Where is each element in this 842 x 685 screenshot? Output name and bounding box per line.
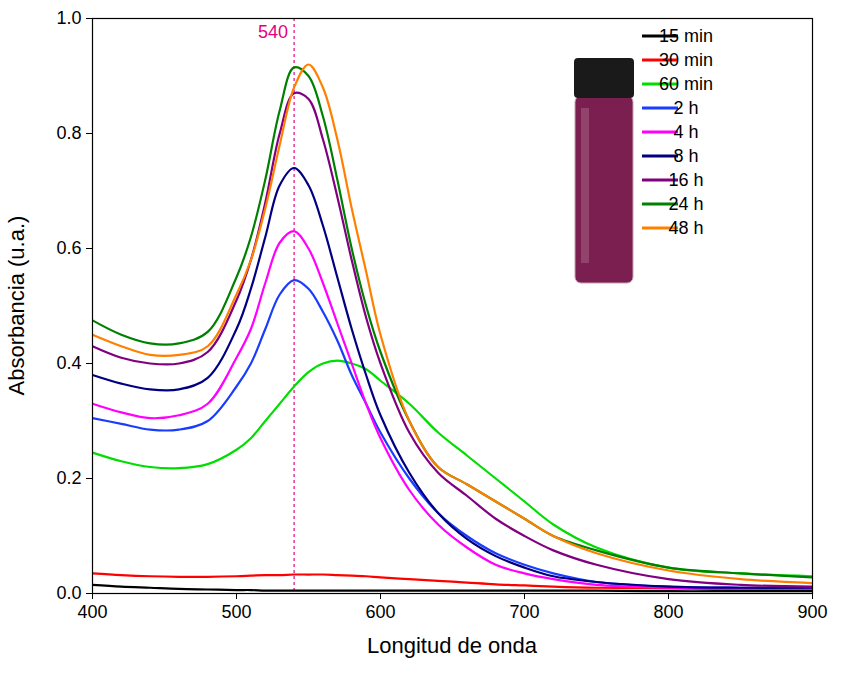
svg-text:4 h: 4 h <box>673 122 698 142</box>
svg-text:540: 540 <box>258 22 288 42</box>
svg-text:Absorbancia (u.a.): Absorbancia (u.a.) <box>4 216 29 396</box>
svg-text:0.4: 0.4 <box>56 353 81 373</box>
svg-text:800: 800 <box>653 602 683 622</box>
svg-text:400: 400 <box>77 602 107 622</box>
svg-text:60 min: 60 min <box>659 74 713 94</box>
svg-text:16 h: 16 h <box>668 170 703 190</box>
svg-text:500: 500 <box>221 602 251 622</box>
svg-text:0.6: 0.6 <box>56 238 81 258</box>
svg-text:8 h: 8 h <box>673 146 698 166</box>
svg-text:2 h: 2 h <box>673 98 698 118</box>
svg-text:24 h: 24 h <box>668 194 703 214</box>
svg-text:700: 700 <box>509 602 539 622</box>
svg-text:30 min: 30 min <box>659 50 713 70</box>
svg-text:48 h: 48 h <box>668 218 703 238</box>
svg-text:1.0: 1.0 <box>56 8 81 28</box>
svg-text:0.0: 0.0 <box>56 583 81 603</box>
svg-text:15 min: 15 min <box>659 26 713 46</box>
svg-text:900: 900 <box>797 602 827 622</box>
svg-text:0.8: 0.8 <box>56 123 81 143</box>
svg-text:600: 600 <box>365 602 395 622</box>
svg-text:Longitud de onda: Longitud de onda <box>367 633 538 658</box>
svg-text:0.2: 0.2 <box>56 468 81 488</box>
